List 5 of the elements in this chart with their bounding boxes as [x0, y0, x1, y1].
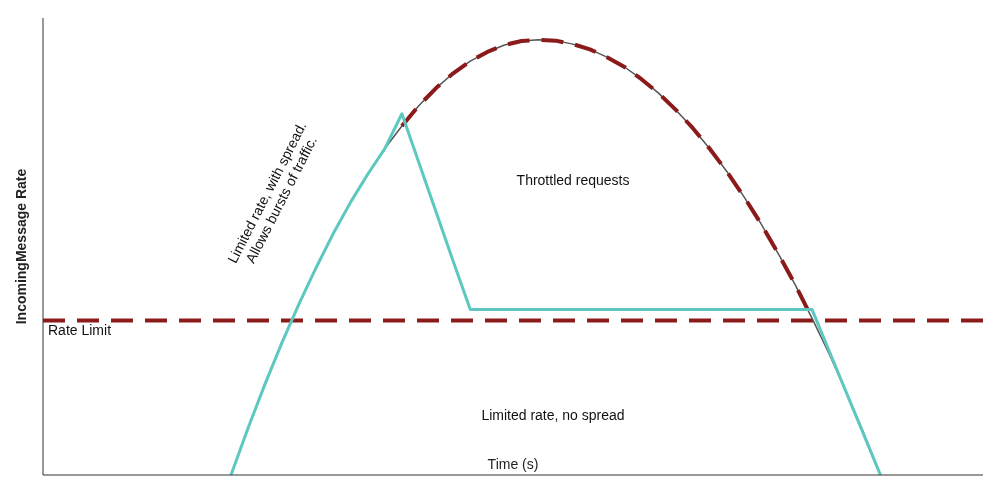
- x-axis-title: Time (s): [487, 456, 539, 472]
- ref-line-label: Rate Limit: [48, 322, 112, 339]
- annotation: Limited rate, no spread: [481, 407, 625, 423]
- annotation: Throttled requests: [516, 172, 630, 188]
- y-axis-title: IncomingMessage Rate: [12, 168, 29, 325]
